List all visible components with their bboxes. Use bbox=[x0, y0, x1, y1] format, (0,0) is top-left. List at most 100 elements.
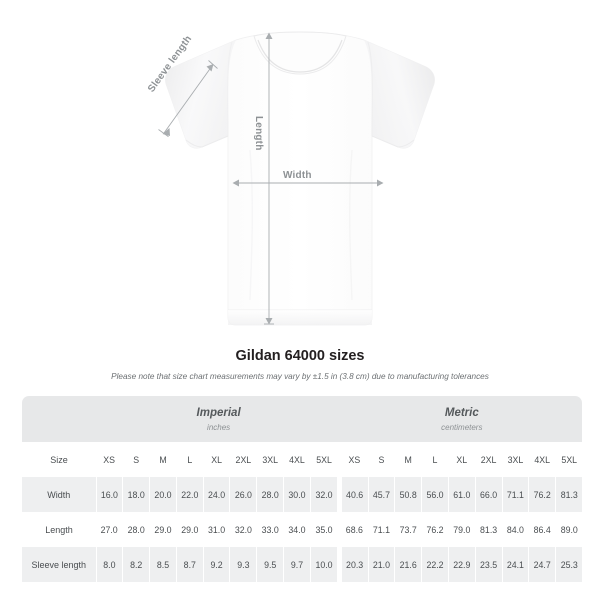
cell-width-metric-3xl: 71.1 bbox=[501, 477, 529, 512]
cell-size-metric-l: L bbox=[421, 442, 449, 477]
cell-width-imperial-4xl: 30.0 bbox=[283, 477, 311, 512]
unit-group-separator-cell bbox=[337, 442, 342, 477]
table-row: Size XS S M L XL 2XL 3XL 4XL 5XL XS S M L XL 2XL 3XL 4XL 5… bbox=[22, 442, 583, 477]
cell-size-imperial-5xl: 5XL bbox=[309, 442, 338, 477]
table-unit-header-row: Imperial inches Metric centimeters bbox=[22, 396, 583, 442]
row-label-sleeve-length: Sleeve length bbox=[22, 547, 96, 582]
cell-width-metric-2xl: 66.0 bbox=[474, 477, 502, 512]
cell-width-metric-m: 50.8 bbox=[394, 477, 422, 512]
cell-size-imperial-3xl: 3XL bbox=[256, 442, 284, 477]
row-label-length: Length bbox=[22, 512, 96, 547]
cell-sleeve-length-metric-4xl: 24.7 bbox=[528, 547, 556, 582]
page-title: Gildan 64000 sizes bbox=[235, 348, 365, 364]
cell-width-metric-l: 56.0 bbox=[421, 477, 449, 512]
cell-length-imperial-m: 29.0 bbox=[149, 512, 177, 547]
tshirt-illustration: Sleeve length Length Width bbox=[146, 31, 435, 326]
cell-width-metric-5xl: 81.3 bbox=[555, 477, 583, 512]
cell-sleeve-length-metric-m: 21.6 bbox=[394, 547, 422, 582]
cell-size-imperial-xs: XS bbox=[96, 442, 123, 477]
cell-size-metric-3xl: 3XL bbox=[501, 442, 529, 477]
cell-width-imperial-xl: 24.0 bbox=[202, 477, 230, 512]
unit-group-separator-cell bbox=[337, 512, 342, 547]
cell-width-imperial-s: 18.0 bbox=[122, 477, 150, 512]
cell-length-metric-4xl: 86.4 bbox=[528, 512, 556, 547]
cell-length-imperial-4xl: 34.0 bbox=[283, 512, 311, 547]
title-block: Gildan 64000 sizes Please note that size… bbox=[0, 348, 600, 383]
cell-width-imperial-xs: 16.0 bbox=[95, 477, 123, 512]
row-label-size: Size bbox=[22, 442, 96, 477]
cell-width-imperial-2xl: 26.0 bbox=[229, 477, 257, 512]
cell-length-imperial-s: 28.0 bbox=[122, 512, 150, 547]
cell-width-imperial-m: 20.0 bbox=[149, 477, 177, 512]
row-label-width: Width bbox=[22, 477, 96, 512]
cell-width-imperial-l: 22.0 bbox=[175, 477, 204, 512]
cell-sleeve-length-imperial-xs: 8.0 bbox=[95, 547, 123, 582]
cell-sleeve-length-metric-xl: 22.9 bbox=[447, 547, 476, 582]
cell-sleeve-length-metric-l: 22.2 bbox=[421, 547, 449, 582]
unit-group-name: Metric bbox=[444, 406, 479, 419]
unit-group-header-metric: Metric centimeters bbox=[341, 396, 583, 442]
cell-sleeve-length-metric-3xl: 24.1 bbox=[501, 547, 529, 582]
cell-size-imperial-4xl: 4XL bbox=[283, 442, 311, 477]
cell-sleeve-length-metric-s: 21.0 bbox=[367, 547, 395, 582]
unit-group-subtitle: centimeters bbox=[441, 422, 483, 432]
cell-length-imperial-xl: 31.0 bbox=[202, 512, 230, 547]
cell-size-metric-s: S bbox=[367, 442, 395, 477]
unit-group-header-imperial: Imperial inches bbox=[96, 396, 342, 442]
cell-width-imperial-3xl: 28.0 bbox=[256, 477, 284, 512]
cell-width-metric-xl: 61.0 bbox=[447, 477, 476, 512]
table-row: Sleeve length 8.0 8.2 8.5 8.7 9.2 9.3 9.5 9.7 10.… bbox=[22, 547, 583, 582]
cell-length-imperial-3xl: 33.0 bbox=[256, 512, 284, 547]
cell-length-metric-s: 71.1 bbox=[367, 512, 395, 547]
cell-sleeve-length-imperial-l: 8.7 bbox=[175, 547, 204, 582]
tshirt-drawing bbox=[158, 31, 435, 326]
cell-width-metric-4xl: 76.2 bbox=[528, 477, 556, 512]
cell-sleeve-length-imperial-5xl: 10.0 bbox=[309, 547, 338, 582]
cell-sleeve-length-imperial-m: 8.5 bbox=[149, 547, 177, 582]
cell-size-imperial-xl: XL bbox=[202, 442, 230, 477]
cell-length-imperial-5xl: 35.0 bbox=[309, 512, 338, 547]
cell-sleeve-length-metric-2xl: 23.5 bbox=[474, 547, 502, 582]
table-row: Length 27.0 28.0 29.0 29.0 31.0 32.0 33.0 34.0 35… bbox=[22, 512, 583, 547]
cell-length-metric-2xl: 81.3 bbox=[474, 512, 502, 547]
cell-size-imperial-s: S bbox=[122, 442, 150, 477]
cell-size-metric-m: M bbox=[394, 442, 422, 477]
cell-size-imperial-2xl: 2XL bbox=[229, 442, 257, 477]
cell-sleeve-length-metric-5xl: 25.3 bbox=[555, 547, 583, 582]
cell-length-metric-3xl: 84.0 bbox=[501, 512, 529, 547]
size-chart-table: Imperial inches Metric centimeters Size XS S M L… bbox=[22, 396, 583, 582]
unit-header-corner-cell bbox=[22, 396, 96, 442]
cell-sleeve-length-imperial-xl: 9.2 bbox=[202, 547, 230, 582]
cell-size-metric-4xl: 4XL bbox=[528, 442, 556, 477]
cell-length-imperial-l: 29.0 bbox=[175, 512, 204, 547]
cell-size-metric-xl: XL bbox=[447, 442, 476, 477]
cell-width-imperial-5xl: 32.0 bbox=[309, 477, 338, 512]
cell-length-metric-5xl: 89.0 bbox=[555, 512, 583, 547]
cell-sleeve-length-imperial-s: 8.2 bbox=[122, 547, 150, 582]
unit-group-name: Imperial bbox=[196, 406, 241, 419]
cell-size-imperial-l: L bbox=[175, 442, 204, 477]
cell-length-imperial-xs: 27.0 bbox=[96, 512, 123, 547]
unit-group-subtitle: inches bbox=[207, 422, 231, 432]
measurement-disclaimer: Please note that size chart measurements… bbox=[111, 372, 489, 381]
cell-width-metric-xs: 40.6 bbox=[340, 477, 369, 512]
cell-length-metric-l: 76.2 bbox=[421, 512, 449, 547]
cell-sleeve-length-imperial-2xl: 9.3 bbox=[229, 547, 257, 582]
table-row: Width 16.0 18.0 20.0 22.0 24.0 26.0 28.0 30.0 32.… bbox=[22, 477, 583, 512]
cell-length-imperial-2xl: 32.0 bbox=[229, 512, 257, 547]
unit-group-separator-cell bbox=[337, 477, 342, 512]
cell-size-imperial-m: M bbox=[149, 442, 177, 477]
measurement-arrows bbox=[158, 32, 384, 325]
size-chart-table-container: Imperial inches Metric centimeters Size XS S M L… bbox=[22, 396, 583, 582]
cell-size-metric-2xl: 2XL bbox=[474, 442, 502, 477]
cell-sleeve-length-imperial-3xl: 9.5 bbox=[256, 547, 284, 582]
cell-length-metric-m: 73.7 bbox=[394, 512, 422, 547]
cell-size-metric-xs: XS bbox=[341, 442, 369, 477]
cell-length-metric-xl: 79.0 bbox=[447, 512, 476, 547]
cell-size-metric-5xl: 5XL bbox=[555, 442, 583, 477]
cell-sleeve-length-imperial-4xl: 9.7 bbox=[283, 547, 311, 582]
tshirt-body bbox=[165, 31, 435, 326]
sleeve-length-arrow-line bbox=[163, 65, 213, 134]
cell-sleeve-length-metric-xs: 20.3 bbox=[340, 547, 369, 582]
cell-length-metric-xs: 68.6 bbox=[341, 512, 369, 547]
